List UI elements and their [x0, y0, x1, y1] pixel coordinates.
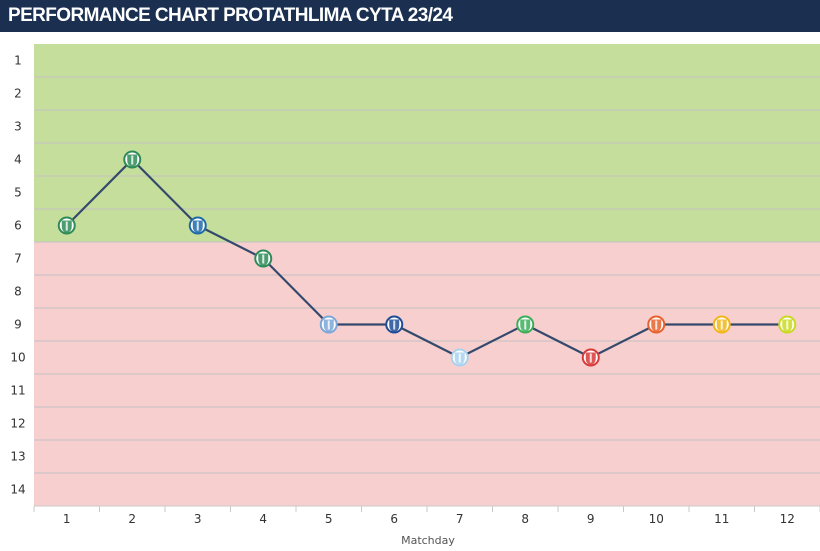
x-tick-label: 10 — [649, 512, 664, 526]
x-axis-title: Matchday — [401, 534, 455, 547]
crest-stripe — [655, 320, 658, 330]
crest-stripe — [196, 221, 199, 231]
x-tick-label: 7 — [456, 512, 464, 526]
y-tick-label: 14 — [10, 483, 25, 497]
y-tick-label: 9 — [14, 318, 22, 332]
y-tick-label: 1 — [14, 54, 22, 68]
chart-title: PERFORMANCE CHART PROTATHLIMA CYTA 23/24 — [8, 5, 453, 26]
x-tick-label: 12 — [780, 512, 795, 526]
x-tick-label: 11 — [714, 512, 729, 526]
club-crest-icon — [254, 249, 273, 268]
x-tick-label: 5 — [325, 512, 333, 526]
y-tick-label: 12 — [10, 417, 25, 431]
y-tick-label: 3 — [14, 120, 22, 134]
crest-stripe — [458, 353, 461, 363]
crest-stripe — [524, 320, 527, 330]
x-tick-label: 4 — [259, 512, 267, 526]
club-crest-icon — [712, 315, 731, 334]
club-crest-icon — [581, 348, 600, 367]
x-tick-label: 9 — [587, 512, 595, 526]
y-tick-label: 6 — [14, 219, 22, 233]
club-crest-icon — [123, 150, 142, 169]
x-tick-label: 6 — [390, 512, 398, 526]
x-tick-label: 8 — [521, 512, 529, 526]
series-line — [65, 158, 788, 359]
y-tick-label: 8 — [14, 285, 22, 299]
y-tick-label: 2 — [14, 87, 22, 101]
crest-stripe — [720, 320, 723, 330]
club-crest-icon — [57, 216, 76, 235]
x-tick-label: 2 — [128, 512, 136, 526]
y-tick-label: 11 — [10, 384, 25, 398]
crest-stripe — [131, 155, 134, 165]
club-crest-icon — [450, 348, 469, 367]
crest-stripe — [393, 320, 396, 330]
crest-stripe — [589, 353, 592, 363]
crest-stripe — [786, 320, 789, 330]
club-crest-icon — [385, 315, 404, 334]
x-tick-label: 3 — [194, 512, 202, 526]
club-crest-icon — [778, 315, 797, 334]
y-tick-label: 7 — [14, 252, 22, 266]
crest-stripe — [327, 320, 330, 330]
club-crest-icon — [647, 315, 666, 334]
crest-stripe — [65, 221, 68, 231]
y-tick-label: 4 — [14, 153, 22, 167]
y-tick-label: 13 — [10, 450, 25, 464]
club-crest-icon — [319, 315, 338, 334]
x-tick-label: 1 — [63, 512, 71, 526]
y-tick-label: 10 — [10, 351, 25, 365]
y-tick-label: 5 — [14, 186, 22, 200]
crest-stripe — [262, 254, 265, 264]
club-crest-icon — [188, 216, 207, 235]
chart-header: PERFORMANCE CHART PROTATHLIMA CYTA 23/24 — [0, 0, 820, 32]
club-crest-icon — [516, 315, 535, 334]
